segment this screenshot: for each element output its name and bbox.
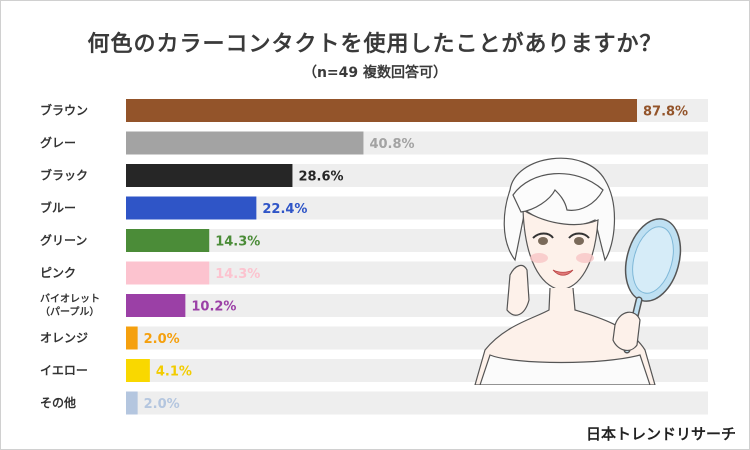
- bar: [126, 229, 210, 252]
- category-label: （パープル）: [40, 305, 99, 318]
- chart-subtitle: （n=49 複数回答可）: [302, 65, 448, 81]
- category-label: ピンク: [40, 266, 76, 280]
- bar: [126, 99, 637, 122]
- bar-track: [126, 391, 708, 415]
- bar: [126, 359, 150, 382]
- data-label: 40.8%: [369, 137, 414, 152]
- data-label: 14.3%: [215, 267, 260, 282]
- category-label: ブラック: [40, 168, 88, 183]
- brand-logo: 日本トレンドリサーチ: [585, 425, 736, 443]
- data-label: 4.1%: [156, 365, 192, 380]
- bar: [126, 391, 138, 415]
- bar: [126, 326, 138, 350]
- category-label: ブラウン: [40, 103, 88, 118]
- category-label: グリーン: [40, 233, 87, 248]
- bar: [126, 164, 293, 187]
- chart-title: 何色のカラーコンタクトを使用したことがありますか？: [87, 32, 663, 57]
- category-label: オレンジ: [40, 331, 88, 345]
- category-label: その他: [40, 395, 76, 410]
- data-label: 2.0%: [144, 332, 180, 347]
- bar: [126, 294, 186, 317]
- bar: [126, 261, 210, 285]
- category-label: ブルー: [40, 200, 76, 215]
- category-label: グレー: [40, 135, 76, 150]
- data-label: 22.4%: [262, 202, 307, 217]
- woman-with-mirror-illustration: [474, 157, 682, 385]
- bar: [126, 196, 257, 220]
- category-label: バイオレット: [40, 293, 100, 305]
- data-label: 10.2%: [191, 300, 236, 315]
- data-label: 87.8%: [643, 105, 688, 120]
- data-label: 28.6%: [298, 170, 343, 185]
- bar: [126, 131, 364, 155]
- data-label: 2.0%: [144, 397, 180, 412]
- data-label: 14.3%: [215, 235, 260, 250]
- category-label: イエロー: [40, 364, 88, 378]
